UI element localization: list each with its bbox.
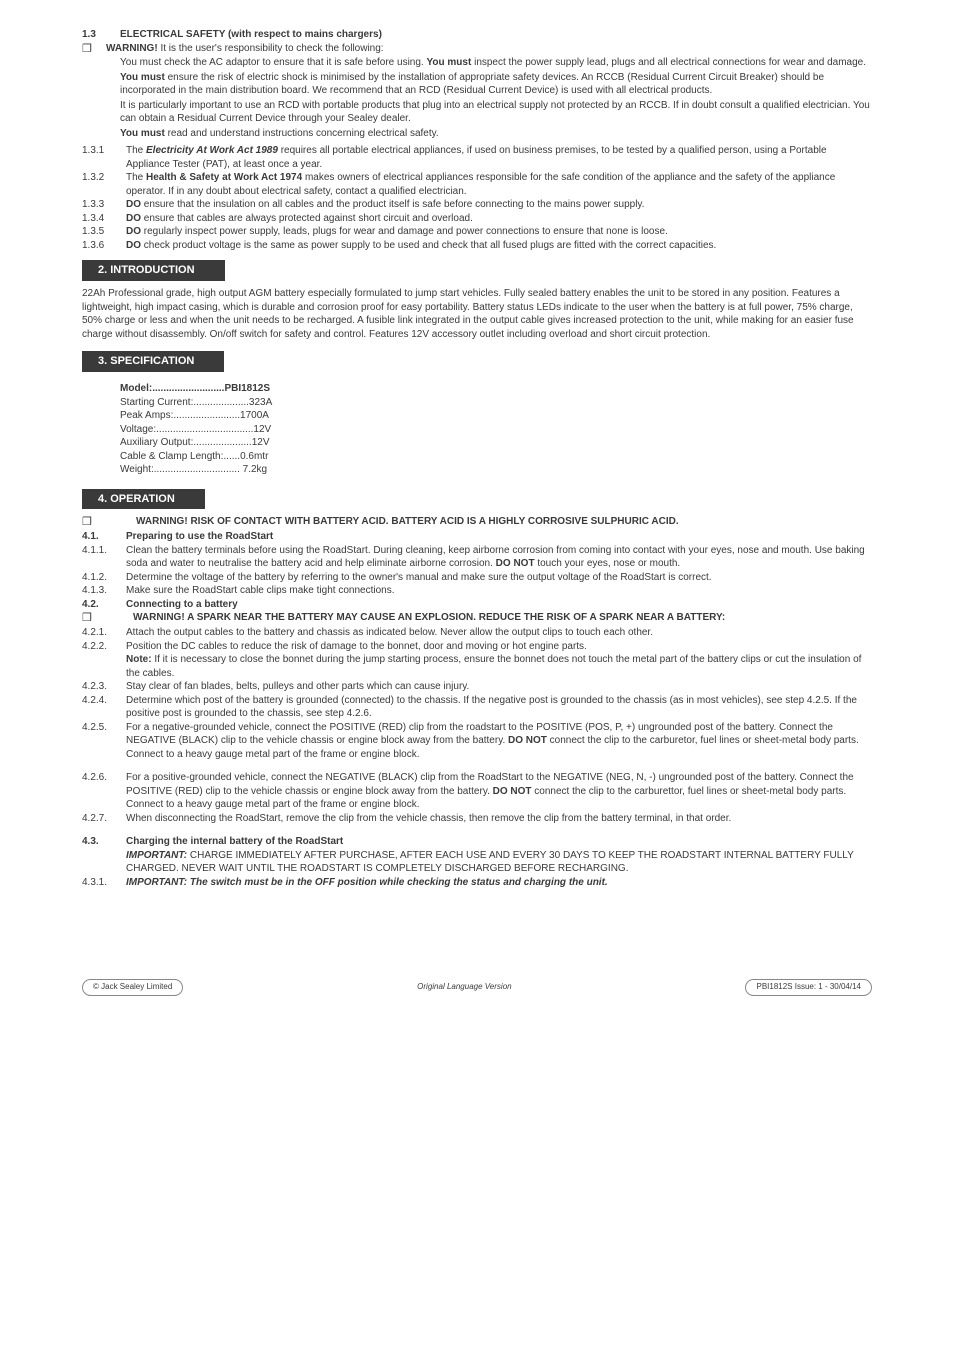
section-4-header: 4. OPERATION <box>82 489 205 510</box>
row-427: 4.2.7. When disconnecting the RoadStart,… <box>82 812 872 826</box>
s13-body: You must check the AC adaptor to ensure … <box>82 56 872 140</box>
spec-row: Auxiliary Output:.....................12… <box>120 436 872 450</box>
row-136: 1.3.6 DO check product voltage is the sa… <box>82 239 872 253</box>
section-3-header: 3. SPECIFICATION <box>82 351 224 372</box>
spec-row: Voltage:................................… <box>120 423 872 437</box>
section-2-header: 2. INTRODUCTION <box>82 260 225 281</box>
row-423: 4.2.3. Stay clear of fan blades, belts, … <box>82 680 872 694</box>
t133: DO ensure that the insulation on all cab… <box>126 198 644 212</box>
t131: The Electricity At Work Act 1989 require… <box>126 144 872 171</box>
row-134: 1.3.4 DO ensure that cables are always p… <box>82 212 872 226</box>
check-icon: ❒ <box>82 515 96 530</box>
warn-lead: WARNING! <box>106 43 158 54</box>
spec-row: Weight:............................... 7… <box>120 463 872 477</box>
spec-row: Model:..........................PBI1812S <box>120 382 872 396</box>
check-icon: ❒ <box>82 611 96 626</box>
row-421: 4.2.1. Attach the output cables to the b… <box>82 626 872 640</box>
s13-p1: You must check the AC adaptor to ensure … <box>120 56 872 70</box>
warn-text-1-3: WARNING! It is the user's responsibility… <box>106 42 384 56</box>
n136: 1.3.6 <box>82 239 116 253</box>
row-426: 4.2.6. For a positive-grounded vehicle, … <box>82 771 872 812</box>
n135: 1.3.5 <box>82 225 116 239</box>
spec-table: Model:..........................PBI1812S… <box>120 382 872 477</box>
footer-left: © Jack Sealey Limited <box>82 979 183 996</box>
row-135: 1.3.5 DO regularly inspect power supply,… <box>82 225 872 239</box>
footer-right: PBI1812S Issue: 1 - 30/04/14 <box>745 979 872 996</box>
spec-row: Cable & Clamp Length:......0.6mtr <box>120 450 872 464</box>
row-425: 4.2.5. For a negative-grounded vehicle, … <box>82 721 872 762</box>
n132: 1.3.2 <box>82 171 116 185</box>
footer-mid: Original Language Version <box>417 982 511 993</box>
spec-row: Starting Current:....................323… <box>120 396 872 410</box>
title-1-3: ELECTRICAL SAFETY (with respect to mains… <box>120 28 382 42</box>
row-422: 4.2.2. Position the DC cables to reduce … <box>82 640 872 681</box>
sec-1-3-title: 1.3 ELECTRICAL SAFETY (with respect to m… <box>82 28 872 42</box>
t135: DO regularly inspect power supply, leads… <box>126 225 668 239</box>
n133: 1.3.3 <box>82 198 116 212</box>
row-42-warn: ❒ WARNING! A SPARK NEAR THE BATTERY MAY … <box>82 611 872 626</box>
s13-p2: You must ensure the risk of electric sho… <box>120 71 872 98</box>
s4-warn: WARNING! RISK OF CONTACT WITH BATTERY AC… <box>136 515 679 529</box>
s13-p3: It is particularly important to use an R… <box>120 99 872 126</box>
row-413: 4.1.3. Make sure the RoadStart cable cli… <box>82 584 872 598</box>
n131: 1.3.1 <box>82 144 116 158</box>
s4-warn-row: ❒ WARNING! RISK OF CONTACT WITH BATTERY … <box>82 515 872 530</box>
spec-row: Peak Amps:........................1700A <box>120 409 872 423</box>
t134: DO ensure that cables are always protect… <box>126 212 473 226</box>
warn-rest: It is the user's responsibility to check… <box>158 43 384 54</box>
row-43: 4.3. Charging the internal battery of th… <box>82 835 872 849</box>
row-411: 4.1.1. Clean the battery terminals befor… <box>82 544 872 571</box>
check-icon: ❒ <box>82 42 96 57</box>
warn-row-1-3: ❒ WARNING! It is the user's responsibili… <box>82 42 872 57</box>
section-2-body: 22Ah Professional grade, high output AGM… <box>82 287 872 341</box>
n134: 1.3.4 <box>82 212 116 226</box>
row-424: 4.2.4. Determine which post of the batte… <box>82 694 872 721</box>
num-1-3: 1.3 <box>82 28 110 42</box>
row-132: 1.3.2 The Health & Safety at Work Act 19… <box>82 171 872 198</box>
row-131: 1.3.1 The Electricity At Work Act 1989 r… <box>82 144 872 171</box>
page: 1.3 ELECTRICAL SAFETY (with respect to m… <box>42 0 912 1016</box>
row-412: 4.1.2. Determine the voltage of the batt… <box>82 571 872 585</box>
s13-p4: You must read and understand instruction… <box>120 127 872 141</box>
t136: DO check product voltage is the same as … <box>126 239 716 253</box>
row-431: 4.3.1. IMPORTANT: The switch must be in … <box>82 876 872 890</box>
page-footer: © Jack Sealey Limited Original Language … <box>82 979 872 996</box>
t132: The Health & Safety at Work Act 1974 mak… <box>126 171 872 198</box>
row-41: 4.1. Preparing to use the RoadStart <box>82 530 872 544</box>
row-43-imp: IMPORTANT: CHARGE IMMEDIATELY AFTER PURC… <box>82 849 872 876</box>
row-133: 1.3.3 DO ensure that the insulation on a… <box>82 198 872 212</box>
row-42: 4.2. Connecting to a battery <box>82 598 872 612</box>
